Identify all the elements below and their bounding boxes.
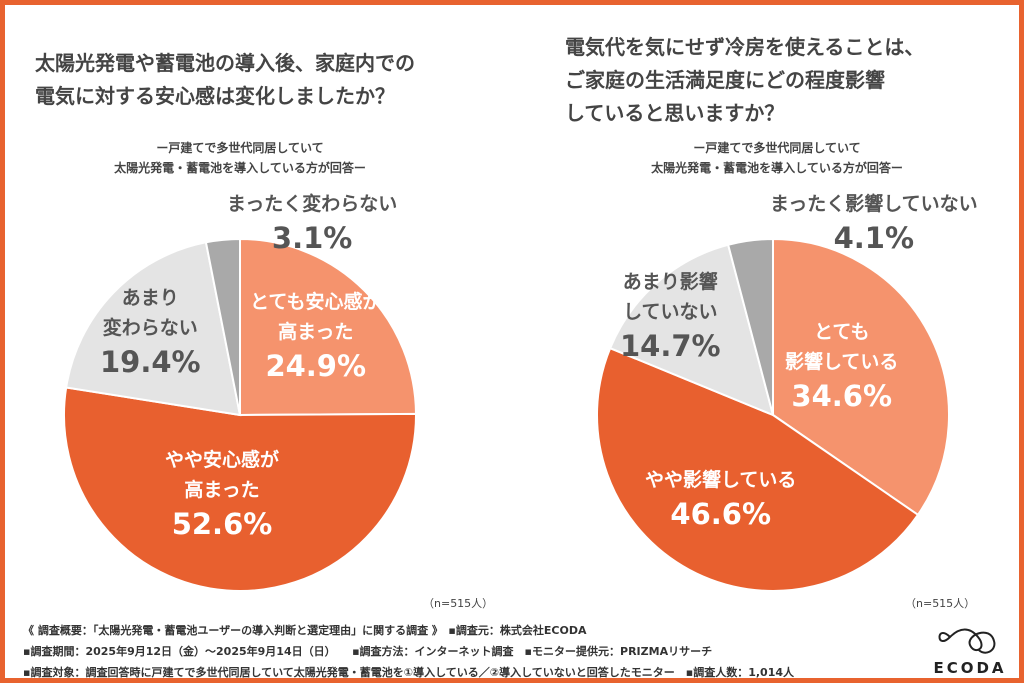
label-right-1: とても影響している 34.6% — [785, 317, 898, 415]
left-subtitle: ー戸建てで多世代同居していて太陽光発電・蓄電池を導入している方が回答ー — [90, 138, 390, 178]
label-right-2: やや影響している 46.6% — [645, 465, 796, 533]
slice-label: とても — [813, 321, 870, 343]
pie-slice — [239, 237, 418, 417]
subtitle-line: ー戸建てで多世代同居していて — [693, 141, 861, 155]
pie-slice — [65, 241, 242, 417]
slice-label: やや安心感が — [165, 449, 280, 471]
slice-label: まったく影響していない — [770, 193, 978, 215]
left-sample-size: （n=515人） — [423, 597, 494, 610]
slice-label: 影響している — [785, 351, 899, 373]
slice-value: 4.1% — [833, 221, 915, 255]
slice-value: 46.6% — [670, 497, 772, 531]
pie-slice — [596, 346, 920, 592]
slice-value: 3.1% — [271, 221, 353, 255]
label-left-3: あまり変わらない 19.4% — [100, 283, 201, 381]
right-subtitle: ー戸建てで多世代同居していて太陽光発電・蓄電池を導入している方が回答ー — [627, 138, 927, 178]
title-line: 電気代を気にせず冷房を使えることは、 — [565, 35, 925, 59]
infographic: 太陽光発電や蓄電池の導入後、家庭内での 電気に対する安心感は変化しましたか？ 電気… — [5, 5, 1019, 679]
slice-label: とても安心感が — [250, 291, 382, 313]
pie-slice — [772, 237, 950, 517]
subtitle-line: 太陽光発電・蓄電池を導入している方が回答ー — [114, 161, 366, 175]
pie-slice — [204, 237, 241, 416]
left-title: 太陽光発電や蓄電池の導入後、家庭内での 電気に対する安心感は変化しましたか？ — [35, 47, 415, 113]
subtitle-line: ー戸建てで多世代同居していて — [156, 141, 324, 155]
footer-target: ▪調査対象：調査回答時に戸建てで多世代同居していて太陽光発電・蓄電池を①導入して… — [23, 666, 795, 679]
ecoda-logo: ECODA — [930, 619, 1010, 677]
slice-label: あまり — [121, 287, 179, 309]
logo-mark-icon — [938, 628, 996, 654]
pie-slice — [63, 386, 417, 592]
label-left-2: やや安心感が 高まった 52.6% — [165, 445, 279, 543]
slice-label: やや影響している — [645, 469, 797, 491]
slice-value: 19.4% — [100, 345, 201, 379]
slice-label: あまり影響 — [622, 271, 718, 293]
footer-period: ▪調査期間：2025年9月12日（金）〜2025年9月14日（日） ▪調査方法：… — [23, 645, 713, 658]
slice-label: 高まった — [184, 479, 260, 501]
footer-overview: 《 調査概要：「太陽光発電・蓄電池ユーザーの導入判断と選定理由」に関する調査 》… — [23, 624, 587, 637]
pie-slice — [726, 237, 774, 416]
title-line: 太陽光発電や蓄電池の導入後、家庭内での — [35, 51, 415, 75]
slice-value: 52.6% — [171, 507, 273, 541]
label-right-4: まったく影響していない 4.1% — [770, 189, 978, 257]
pie-charts — [63, 237, 950, 592]
right-title: 電気代を気にせず冷房を使えることは、 ご家庭の生活満足度にどの程度影響 していると思… — [565, 31, 924, 130]
label-left-1: とても安心感が 高まった 24.9% — [250, 287, 381, 385]
pie-slice — [608, 243, 775, 417]
slice-value: 14.7% — [620, 329, 721, 363]
slice-label: していない — [623, 301, 718, 323]
slice-label: 高まった — [278, 321, 354, 343]
slice-label: まったく変わらない — [227, 193, 398, 215]
slice-value: 34.6% — [791, 379, 893, 413]
logo-text: ECODA — [933, 659, 1007, 677]
right-sample-size: （n=515人） — [905, 597, 976, 610]
slice-label: 変わらない — [102, 317, 198, 339]
slice-value: 24.9% — [265, 349, 367, 383]
title-line: 電気に対する安心感は変化しましたか？ — [35, 84, 395, 108]
title-line: していると思いますか？ — [565, 101, 785, 125]
label-left-4: まったく変わらない 3.1% — [227, 189, 397, 257]
label-right-3: あまり影響していない 14.7% — [620, 267, 721, 365]
subtitle-line: 太陽光発電・蓄電池を導入している方が回答ー — [651, 161, 903, 175]
title-line: ご家庭の生活満足度にどの程度影響 — [565, 68, 885, 92]
